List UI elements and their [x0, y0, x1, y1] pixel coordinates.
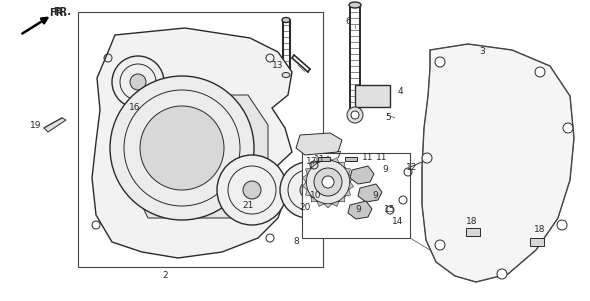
Bar [78, 12, 323, 267]
Polygon shape [303, 175, 307, 182]
Text: 16: 16 [129, 104, 141, 113]
Circle shape [497, 269, 507, 279]
Polygon shape [345, 168, 350, 175]
Text: 11: 11 [376, 154, 388, 163]
Text: 2: 2 [162, 271, 168, 280]
Circle shape [140, 106, 224, 190]
Text: 13: 13 [272, 61, 284, 70]
Text: 18: 18 [466, 218, 478, 226]
Polygon shape [311, 162, 317, 168]
Polygon shape [132, 95, 268, 218]
Text: 9: 9 [372, 191, 378, 200]
Circle shape [347, 107, 363, 123]
Ellipse shape [282, 73, 290, 77]
Circle shape [306, 160, 350, 204]
Text: 17: 17 [306, 157, 318, 166]
Circle shape [314, 168, 342, 196]
Polygon shape [358, 184, 382, 202]
Circle shape [217, 155, 287, 225]
Circle shape [422, 153, 432, 163]
Text: FR.: FR. [53, 7, 71, 17]
Polygon shape [306, 168, 311, 175]
Polygon shape [339, 196, 345, 202]
Polygon shape [317, 157, 324, 163]
Text: 18: 18 [535, 225, 546, 234]
Ellipse shape [282, 17, 290, 23]
Polygon shape [324, 156, 332, 160]
Circle shape [435, 240, 445, 250]
Text: 9: 9 [382, 166, 388, 175]
Circle shape [557, 220, 567, 230]
Polygon shape [324, 204, 332, 208]
Text: 15: 15 [384, 206, 396, 215]
Circle shape [110, 76, 254, 220]
Text: 4: 4 [397, 88, 403, 97]
Text: 14: 14 [392, 218, 404, 226]
Polygon shape [317, 201, 324, 206]
Text: 3: 3 [479, 48, 485, 57]
Circle shape [535, 67, 545, 77]
Text: 7: 7 [335, 151, 341, 160]
Polygon shape [339, 162, 345, 168]
Bar [530, 238, 544, 246]
Bar [355, 85, 390, 107]
Polygon shape [303, 182, 307, 190]
Text: 8: 8 [293, 237, 299, 247]
Circle shape [351, 111, 359, 119]
Polygon shape [348, 201, 372, 219]
Bar [302, 153, 410, 238]
Text: 21: 21 [242, 200, 254, 209]
Circle shape [435, 57, 445, 67]
Polygon shape [332, 201, 339, 206]
Text: 10: 10 [310, 191, 322, 200]
Text: 19: 19 [30, 122, 42, 131]
Polygon shape [44, 118, 66, 132]
Circle shape [563, 123, 573, 133]
Polygon shape [349, 175, 353, 182]
Bar [345, 157, 357, 161]
Circle shape [112, 56, 164, 108]
Text: 11: 11 [362, 154, 373, 163]
Polygon shape [92, 28, 292, 258]
Polygon shape [296, 133, 342, 155]
Text: 12: 12 [407, 163, 418, 172]
Circle shape [280, 162, 336, 218]
Text: 9: 9 [355, 206, 361, 215]
Polygon shape [345, 190, 350, 196]
Text: 20: 20 [299, 203, 311, 212]
Polygon shape [350, 166, 374, 184]
Bar [318, 157, 330, 161]
Ellipse shape [349, 2, 361, 8]
Polygon shape [422, 44, 574, 282]
Circle shape [130, 74, 146, 90]
Polygon shape [306, 190, 311, 196]
Text: 11: 11 [314, 156, 326, 165]
Text: 6: 6 [345, 17, 351, 26]
Circle shape [300, 182, 316, 198]
Polygon shape [332, 157, 339, 163]
Polygon shape [349, 182, 353, 190]
Polygon shape [311, 196, 317, 202]
Text: 5: 5 [385, 113, 391, 123]
Circle shape [243, 181, 261, 199]
Bar [466, 228, 480, 236]
Circle shape [322, 176, 334, 188]
Text: FR.: FR. [49, 8, 67, 18]
